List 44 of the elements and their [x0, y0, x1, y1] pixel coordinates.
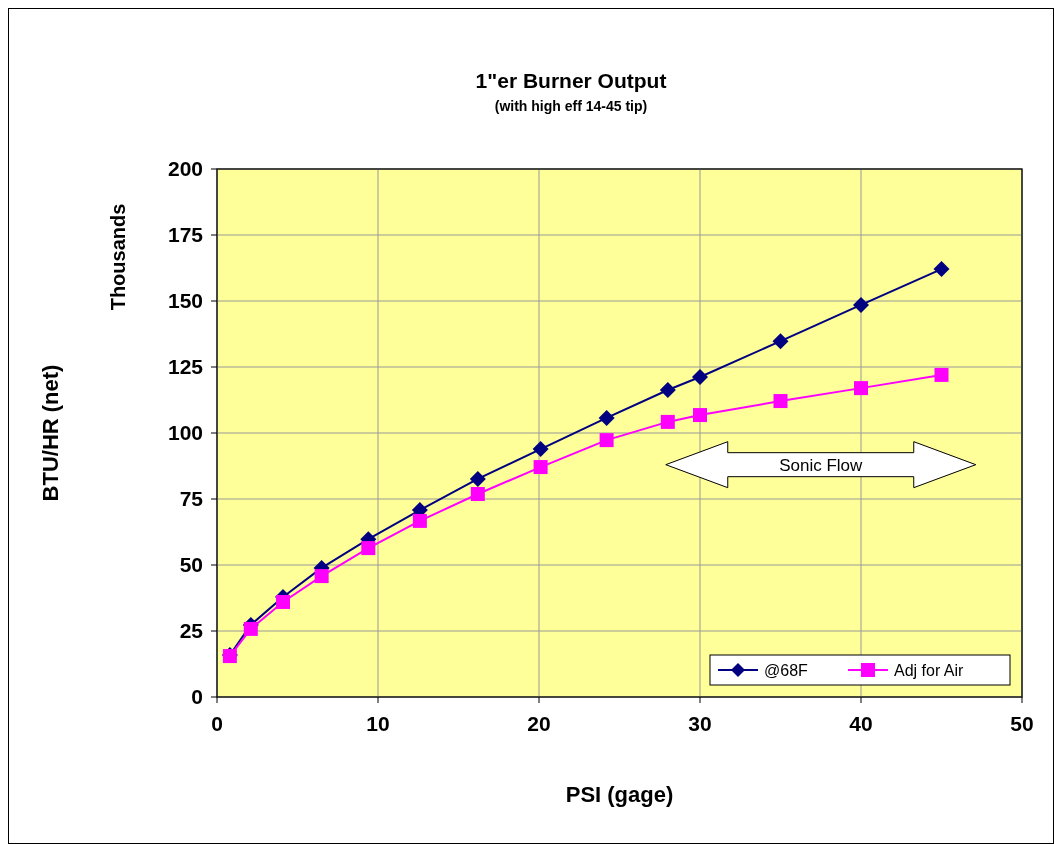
point — [412, 513, 427, 528]
chart-title: 1"er Burner Output — [475, 69, 667, 92]
annotation: Sonic Flow — [779, 455, 864, 475]
x-tick-label: 50 — [1010, 712, 1034, 735]
point — [934, 367, 949, 382]
point — [533, 460, 548, 475]
point — [314, 569, 329, 584]
x-tick-label: 10 — [366, 712, 390, 735]
point — [773, 394, 788, 409]
point — [243, 621, 258, 636]
x-tick-label: 40 — [849, 712, 873, 735]
y-tick-label: 50 — [179, 553, 203, 576]
y-tick-label: 125 — [167, 355, 204, 378]
legend-label: Adj for Air — [894, 662, 965, 679]
y-axis-title: BTU/HR (net) — [38, 364, 63, 502]
x-axis-title: PSI (gage) — [565, 782, 674, 807]
point — [660, 414, 675, 429]
point — [361, 541, 376, 556]
y-tick-label: 25 — [179, 619, 204, 642]
y-tick-label: 75 — [179, 487, 204, 510]
y-tick-label: 100 — [167, 421, 203, 444]
point — [772, 333, 789, 350]
point — [469, 470, 486, 487]
x-tick-label: 20 — [527, 712, 551, 735]
y-tick-label: 150 — [167, 289, 203, 312]
x-tick-label: 30 — [688, 712, 712, 735]
point — [470, 486, 485, 501]
point — [659, 381, 676, 398]
point — [692, 369, 708, 386]
point — [276, 594, 291, 609]
x-tick-label: 0 — [211, 712, 223, 735]
point — [853, 296, 869, 313]
y-tick-label: 175 — [167, 223, 204, 246]
chart-subtitle: (with high eff 14-45 tip) — [494, 98, 648, 114]
legend-label: @68F — [764, 662, 809, 679]
point — [693, 408, 707, 423]
point — [933, 261, 950, 278]
point — [532, 441, 549, 458]
point — [599, 433, 614, 448]
point — [854, 381, 868, 396]
text: Thousands — [107, 203, 129, 311]
y-tick-label: 0 — [191, 685, 203, 708]
point — [598, 409, 615, 426]
y-tick-label: 200 — [167, 157, 203, 180]
